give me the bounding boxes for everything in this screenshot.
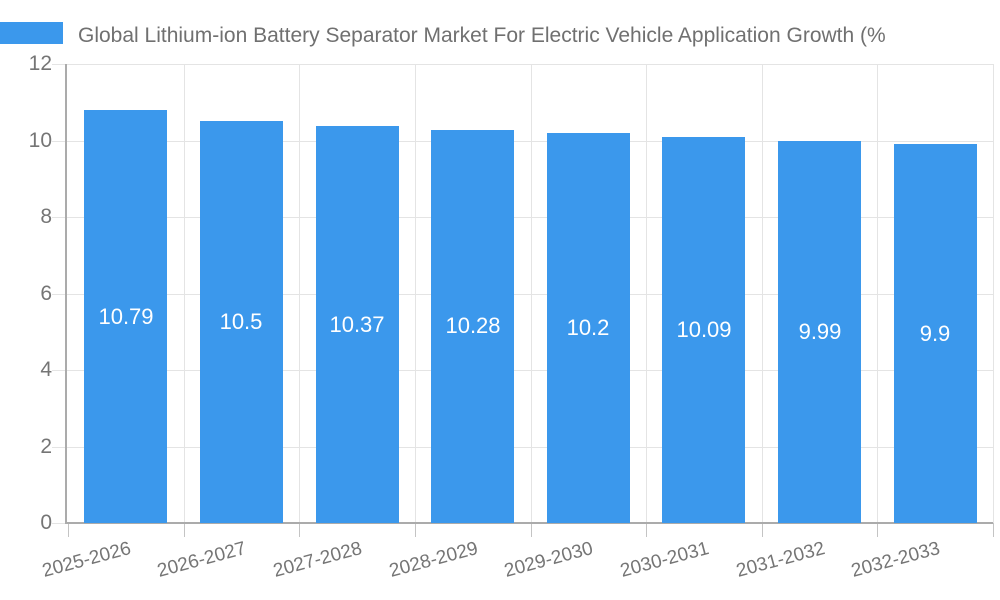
x-tick xyxy=(877,523,878,537)
x-tick xyxy=(68,523,69,537)
x-gridline xyxy=(993,64,994,523)
y-tick xyxy=(52,523,68,524)
y-axis-label: 2 xyxy=(40,435,52,458)
x-axis-label: 2026-2027 xyxy=(155,538,249,582)
y-axis-label: 6 xyxy=(40,282,52,305)
x-axis-label: 2032-2033 xyxy=(849,538,943,582)
bar-value-label: 10.37 xyxy=(329,312,385,337)
y-axis-label: 4 xyxy=(40,358,52,381)
bar-value-label: 9.9 xyxy=(919,321,951,346)
y-axis-label: 8 xyxy=(40,205,52,228)
bar[interactable] xyxy=(200,121,283,523)
x-axis-line xyxy=(65,522,993,524)
y-axis-label: 0 xyxy=(40,511,52,534)
y-gridline xyxy=(52,370,993,371)
bar-value-label: 9.99 xyxy=(798,319,842,344)
bar-value-label: 10.79 xyxy=(98,304,154,329)
x-tick xyxy=(762,523,763,537)
x-gridline xyxy=(531,64,532,523)
bar[interactable] xyxy=(316,126,399,523)
x-gridline xyxy=(762,64,763,523)
x-axis-label: 2028-2029 xyxy=(387,538,481,582)
bar-value-label: 10.09 xyxy=(676,317,732,342)
x-tick xyxy=(646,523,647,537)
y-axis-line xyxy=(65,64,67,523)
x-gridline xyxy=(877,64,878,523)
x-axis-label: 2027-2028 xyxy=(271,538,365,582)
bar[interactable] xyxy=(547,133,630,523)
x-gridline xyxy=(646,64,647,523)
y-gridline xyxy=(52,64,993,65)
bar-value-label: 10.2 xyxy=(566,315,610,340)
bar[interactable] xyxy=(431,130,514,523)
x-tick xyxy=(415,523,416,537)
y-gridline xyxy=(52,294,993,295)
x-gridline xyxy=(299,64,300,523)
x-axis-label: 2031-2032 xyxy=(734,538,828,582)
x-gridline xyxy=(415,64,416,523)
y-gridline xyxy=(52,141,993,142)
y-gridline xyxy=(52,217,993,218)
y-axis-label: 10 xyxy=(28,129,52,152)
x-tick xyxy=(993,523,994,537)
x-axis-label: 2025-2026 xyxy=(40,538,134,582)
x-tick xyxy=(299,523,300,537)
bar-value-label: 10.5 xyxy=(219,309,263,334)
bar[interactable] xyxy=(778,141,861,523)
x-tick xyxy=(184,523,185,537)
chart-title: Global Lithium-ion Battery Separator Mar… xyxy=(78,24,886,47)
y-axis-label: 12 xyxy=(28,52,52,75)
bar-value-label: 10.28 xyxy=(445,313,501,338)
y-gridline xyxy=(52,447,993,448)
x-gridline xyxy=(184,64,185,523)
x-axis-label: 2029-2030 xyxy=(502,538,596,582)
bar[interactable] xyxy=(894,144,977,523)
legend-swatch[interactable] xyxy=(0,22,63,44)
bar[interactable] xyxy=(84,110,167,523)
x-tick xyxy=(531,523,532,537)
x-axis-label: 2030-2031 xyxy=(618,538,712,582)
bar[interactable] xyxy=(662,137,745,523)
